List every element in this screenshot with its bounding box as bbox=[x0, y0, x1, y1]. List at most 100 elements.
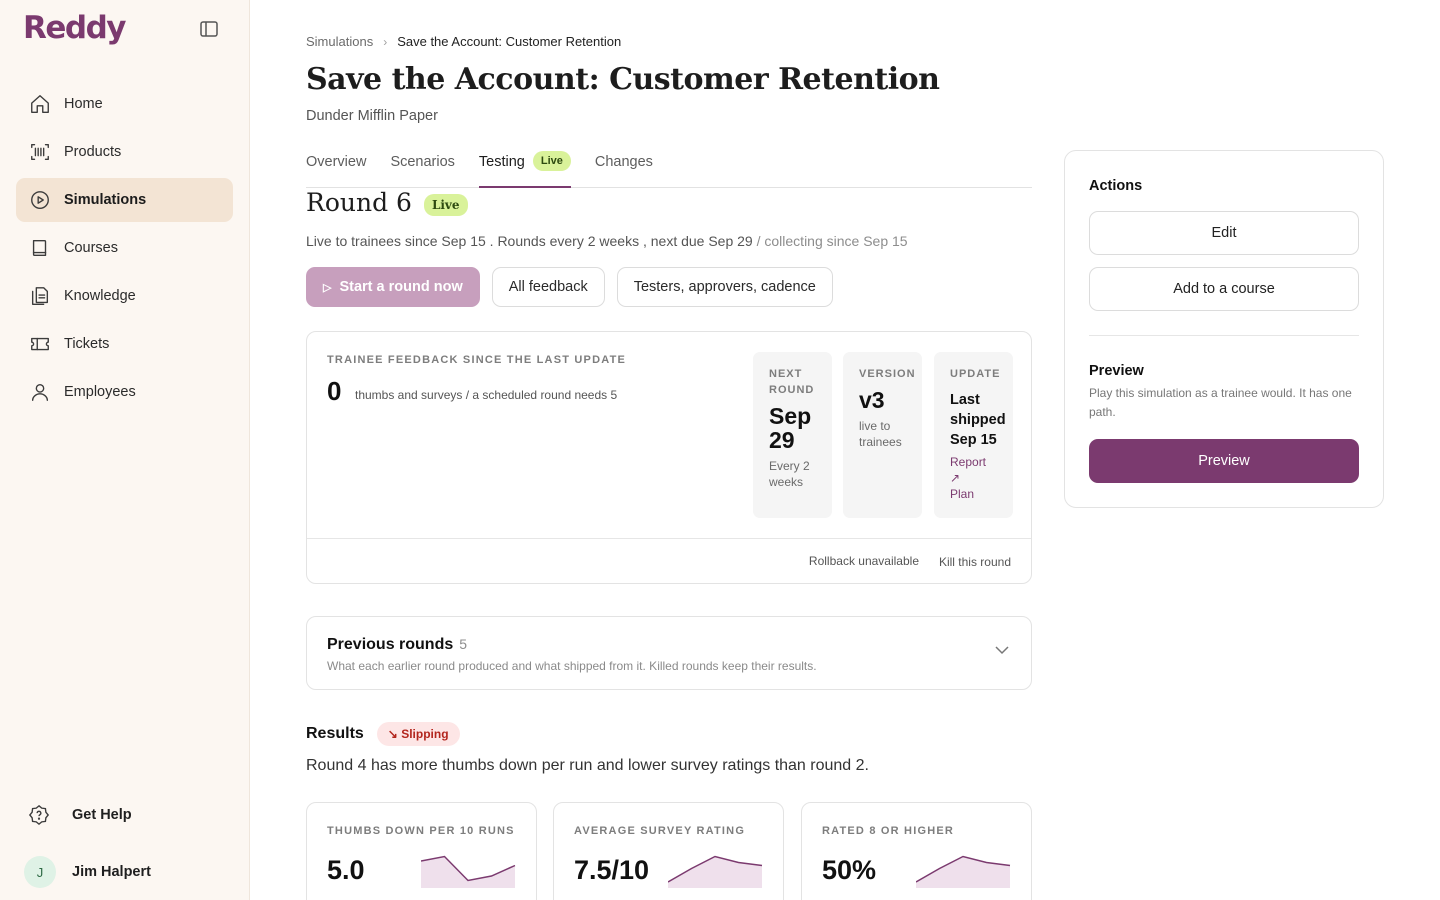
round-info: Live to trainees since Sep 15 . Rounds e… bbox=[306, 233, 908, 249]
version-card: VERSION v3 live to trainees bbox=[843, 352, 922, 518]
app-logo[interactable]: Reddy bbox=[23, 10, 126, 46]
sidebar-toggle-icon[interactable] bbox=[199, 20, 219, 38]
feedback-footer: Rollback unavailable Kill this round bbox=[307, 538, 1031, 584]
page-title: Save the Account: Customer Retention bbox=[306, 62, 940, 97]
get-help-label: Get Help bbox=[72, 807, 132, 823]
sidebar-item-label: Employees bbox=[64, 384, 136, 400]
tab-label: Scenarios bbox=[390, 154, 455, 170]
previous-rounds-label: Previous rounds bbox=[327, 636, 454, 653]
feedback-description: thumbs and surveys / a scheduled round n… bbox=[355, 388, 618, 402]
metric-value: 5.0 bbox=[327, 855, 365, 885]
previous-rounds-description: What each earlier round produced and wha… bbox=[327, 659, 817, 673]
user-icon bbox=[29, 381, 51, 403]
play-icon: ▷ bbox=[323, 281, 332, 294]
results-header: Results ↘ Slipping bbox=[306, 722, 460, 746]
help-icon bbox=[28, 804, 50, 826]
rollback-status: Rollback unavailable bbox=[808, 554, 919, 568]
home-icon bbox=[29, 93, 51, 115]
report-link[interactable]: Report ↗ bbox=[950, 454, 997, 486]
tab-label: Overview bbox=[306, 154, 367, 170]
live-badge: Live bbox=[423, 193, 468, 216]
update-label: UPDATE bbox=[950, 368, 1001, 380]
documents-icon bbox=[29, 285, 51, 307]
preview-button[interactable]: Preview bbox=[1089, 439, 1359, 483]
external-link-icon: ↗ bbox=[950, 471, 961, 485]
sparkline-area bbox=[916, 856, 1010, 888]
actions-title: Actions bbox=[1089, 178, 1143, 194]
sidebar-item-home[interactable]: Home bbox=[16, 82, 233, 126]
add-to-course-button[interactable]: Add to a course bbox=[1089, 267, 1359, 311]
preview-title: Preview bbox=[1089, 363, 1144, 379]
tab-testing[interactable]: Testing Live bbox=[478, 150, 571, 188]
next-round-note: Every 2 weeks bbox=[769, 459, 810, 489]
tab-label: Testing bbox=[478, 154, 525, 170]
tab-overview[interactable]: Overview bbox=[306, 150, 366, 188]
results-title: Results bbox=[306, 725, 364, 742]
sparkline-line bbox=[916, 855, 1011, 883]
sidebar-item-label: Home bbox=[64, 96, 103, 112]
metric-card: AVERAGE SURVEY RATING 7.5/10 bbox=[553, 802, 784, 900]
user-menu[interactable]: J Jim Halpert bbox=[24, 856, 151, 888]
previous-rounds-accordion[interactable]: Previous rounds 5 What each earlier round… bbox=[306, 616, 1032, 690]
sidebar-item-simulations[interactable]: Simulations bbox=[16, 178, 233, 222]
sidebar-item-label: Knowledge bbox=[64, 288, 136, 304]
update-value: Last shipped Sep 15 bbox=[950, 392, 1006, 448]
kill-round-button[interactable]: Kill this round bbox=[938, 555, 1011, 569]
tab-label: Changes bbox=[594, 154, 653, 170]
plan-link[interactable]: Plan bbox=[950, 487, 975, 501]
sparkline-line bbox=[668, 855, 763, 883]
next-round-card: NEXT ROUND Sep 29 Every 2 weeks bbox=[753, 352, 832, 518]
preview-description: Play this simulation as a trainee would.… bbox=[1089, 386, 1352, 419]
metric-sparkline bbox=[668, 855, 763, 888]
report-link-label: Report bbox=[950, 455, 987, 469]
previous-rounds-count: 5 bbox=[459, 636, 468, 652]
sidebar-item-label: Tickets bbox=[64, 336, 110, 352]
start-round-label: Start a round now bbox=[339, 279, 463, 295]
round-info-main: Live to trainees since Sep 15 . Rounds e… bbox=[306, 233, 753, 249]
round-name: Round 6 bbox=[306, 188, 412, 217]
book-icon bbox=[29, 237, 51, 259]
previous-rounds-title: Previous rounds 5 bbox=[327, 636, 467, 654]
next-round-label: NEXT ROUND bbox=[769, 368, 815, 396]
version-label: VERSION bbox=[859, 368, 916, 380]
sidebar-item-products[interactable]: Products bbox=[16, 130, 233, 174]
breadcrumb-parent[interactable]: Simulations bbox=[306, 34, 374, 49]
get-help-link[interactable]: Get Help bbox=[28, 804, 132, 826]
testers-button[interactable]: Testers, approvers, cadence bbox=[616, 267, 833, 307]
metric-label: RATED 8 OR HIGHER bbox=[822, 825, 955, 837]
metric-value: 50% bbox=[822, 855, 877, 885]
all-feedback-button[interactable]: All feedback bbox=[491, 267, 605, 307]
sidebar-item-employees[interactable]: Employees bbox=[16, 370, 233, 414]
avatar: J bbox=[24, 856, 56, 888]
tab-scenarios[interactable]: Scenarios bbox=[390, 150, 454, 188]
sidebar-item-label: Courses bbox=[64, 240, 118, 256]
metric-value: 7.5/10 bbox=[574, 855, 650, 885]
update-card: UPDATE Last shipped Sep 15 Report ↗ Plan bbox=[934, 352, 1013, 518]
metric-sparkline bbox=[421, 855, 516, 888]
round-buttons: ▷ Start a round now All feedback Testers… bbox=[306, 267, 845, 307]
metric-card: RATED 8 OR HIGHER 50% bbox=[801, 802, 1032, 900]
edit-button[interactable]: Edit bbox=[1089, 211, 1359, 255]
live-badge: Live bbox=[532, 151, 571, 171]
metric-label: THUMBS DOWN PER 10 RUNS bbox=[327, 825, 515, 837]
page-subtitle: Dunder Mifflin Paper bbox=[306, 108, 438, 124]
barcode-icon bbox=[29, 141, 51, 163]
sidebar: Reddy Home Products Simulations Courses … bbox=[0, 0, 250, 900]
chevron-down-icon bbox=[995, 646, 1009, 655]
sidebar-nav: Home Products Simulations Courses Knowle… bbox=[16, 82, 233, 418]
breadcrumb: Simulations › Save the Account: Customer… bbox=[306, 34, 621, 49]
sparkline-area bbox=[668, 856, 762, 888]
sparkline-area bbox=[421, 856, 515, 888]
metric-card: THUMBS DOWN PER 10 RUNS 5.0 bbox=[306, 802, 537, 900]
start-round-button[interactable]: ▷ Start a round now bbox=[306, 267, 480, 307]
sidebar-item-courses[interactable]: Courses bbox=[16, 226, 233, 270]
play-circle-icon bbox=[29, 189, 51, 211]
next-round-date: Sep 29 bbox=[769, 403, 812, 453]
sidebar-item-knowledge[interactable]: Knowledge bbox=[16, 274, 233, 318]
sidebar-item-tickets[interactable]: Tickets bbox=[16, 322, 233, 366]
metric-label: AVERAGE SURVEY RATING bbox=[574, 825, 746, 837]
tab-changes[interactable]: Changes bbox=[595, 150, 653, 188]
version-note: live to trainees bbox=[859, 419, 902, 449]
slipping-label: Slipping bbox=[401, 727, 449, 741]
trend-down-icon: ↘ bbox=[387, 727, 398, 741]
